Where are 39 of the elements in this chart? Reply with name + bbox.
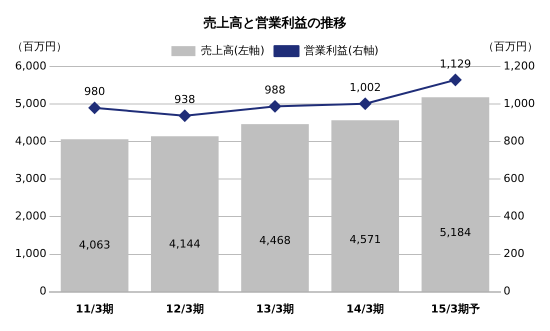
point [178, 110, 191, 122]
y2-tick-label: 800 [504, 134, 525, 148]
y2-tick-label: 600 [504, 172, 525, 186]
y-tick-label: 6,000 [14, 59, 46, 72]
y-tick-label: 4,000 [14, 134, 46, 148]
data-label: 4,571 [349, 232, 381, 246]
x-tick-label: 12/3期 [166, 302, 204, 316]
point [359, 98, 372, 110]
data-label: 1,002 [349, 81, 381, 94]
y2-axis-title: （百万円） [483, 40, 538, 53]
y-tick-label: 1,000 [14, 247, 46, 260]
y2-tick-label: 400 [504, 210, 525, 223]
data-label: 980 [84, 85, 106, 98]
y2-tick-label: 1,000 [504, 96, 536, 110]
chart-title: 売上高と営業利益の推移 [204, 15, 346, 32]
y2-tick-label: 1,200 [504, 59, 536, 72]
y-tick-label: 3,000 [14, 172, 46, 186]
point [449, 74, 462, 86]
data-label: 4,144 [169, 238, 201, 251]
legend-label: 売上高(左軸) [200, 44, 265, 57]
x-tick-label: 14/3期 [346, 302, 384, 316]
x-tick-label: 11/3期 [76, 302, 114, 316]
y-tick-label: 0 [39, 284, 46, 298]
data-label: 1,129 [440, 57, 472, 70]
y-tick-label: 2,000 [14, 210, 46, 223]
data-label: 5,184 [440, 226, 472, 239]
y2-tick-label: 0 [504, 284, 511, 298]
legend-label: 営業利益(右軸) [304, 44, 379, 57]
data-label: 4,468 [259, 234, 291, 247]
data-label: 938 [174, 93, 196, 106]
data-label: 4,063 [78, 238, 110, 252]
point [269, 100, 281, 112]
data-label: 988 [264, 84, 286, 97]
y2-tick-label: 200 [504, 247, 525, 260]
y-tick-label: 5,000 [14, 96, 46, 110]
y-axis-title: （百万円） [12, 40, 67, 53]
x-tick-label: 13/3期 [256, 302, 294, 316]
x-tick-label: 15/3期予 [430, 302, 480, 316]
point [88, 102, 101, 114]
